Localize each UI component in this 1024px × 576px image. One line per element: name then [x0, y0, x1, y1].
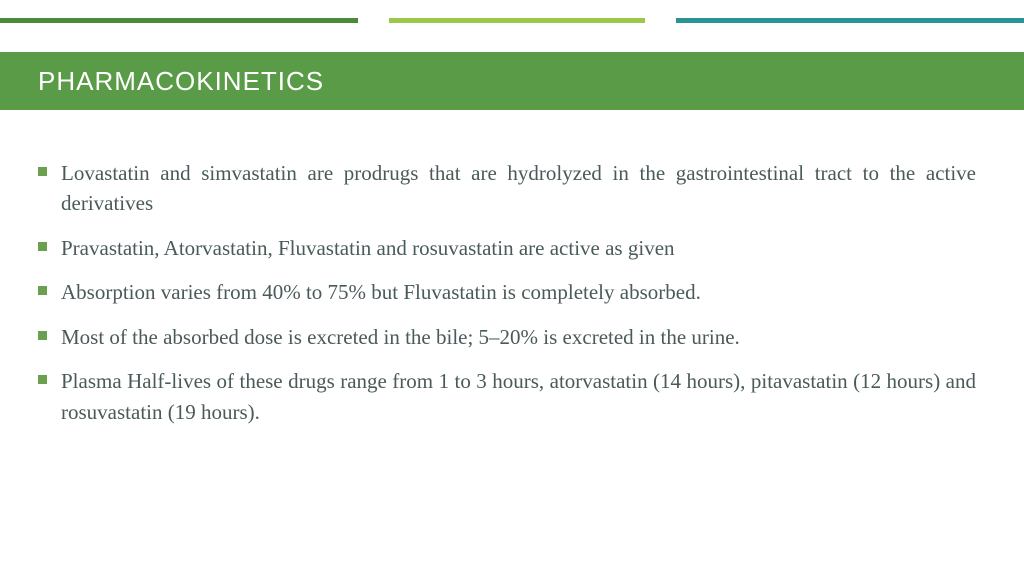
list-item: Absorption varies from 40% to 75% but Fl…: [38, 277, 976, 307]
list-item: Pravastatin, Atorvastatin, Fluvastatin a…: [38, 233, 976, 263]
bullet-text: Lovastatin and simvastatin are prodrugs …: [61, 158, 976, 219]
bullet-text: Plasma Half-lives of these drugs range f…: [61, 366, 976, 427]
bullet-icon: [38, 375, 47, 384]
list-item: Lovastatin and simvastatin are prodrugs …: [38, 158, 976, 219]
accent-gap-2: [645, 18, 676, 23]
accent-seg-1: [0, 18, 358, 23]
bullet-icon: [38, 286, 47, 295]
page-title: PHARMACOKINETICS: [38, 66, 324, 97]
content-area: Lovastatin and simvastatin are prodrugs …: [38, 158, 976, 441]
bullet-text: Absorption varies from 40% to 75% but Fl…: [61, 277, 976, 307]
bullet-text: Pravastatin, Atorvastatin, Fluvastatin a…: [61, 233, 976, 263]
list-item: Most of the absorbed dose is excreted in…: [38, 322, 976, 352]
bullet-text: Most of the absorbed dose is excreted in…: [61, 322, 976, 352]
bullet-icon: [38, 331, 47, 340]
title-bar: PHARMACOKINETICS: [0, 52, 1024, 110]
bullet-icon: [38, 167, 47, 176]
accent-gap-1: [358, 18, 389, 23]
bullet-icon: [38, 242, 47, 251]
top-accent-bar: [0, 18, 1024, 23]
accent-seg-2: [389, 18, 645, 23]
list-item: Plasma Half-lives of these drugs range f…: [38, 366, 976, 427]
accent-seg-3: [676, 18, 1024, 23]
